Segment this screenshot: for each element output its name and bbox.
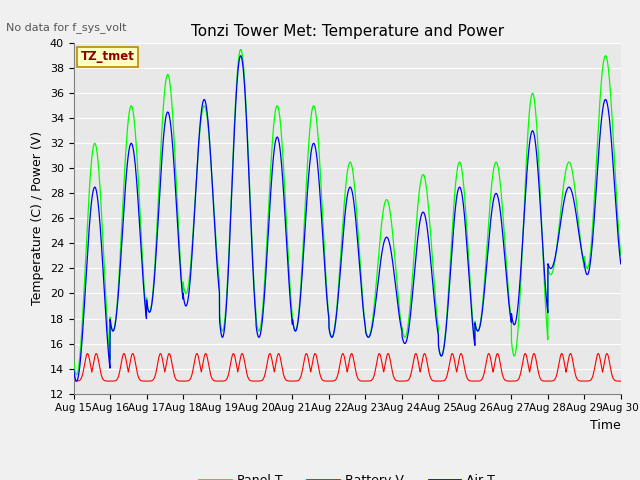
Legend: Panel T, Battery V, Air T: Panel T, Battery V, Air T <box>195 469 500 480</box>
Title: Tonzi Tower Met: Temperature and Power: Tonzi Tower Met: Temperature and Power <box>191 24 504 39</box>
Text: No data for f_sys_volt: No data for f_sys_volt <box>6 22 127 33</box>
Text: TZ_tmet: TZ_tmet <box>81 50 134 63</box>
Y-axis label: Temperature (C) / Power (V): Temperature (C) / Power (V) <box>31 132 44 305</box>
X-axis label: Time: Time <box>590 419 621 432</box>
